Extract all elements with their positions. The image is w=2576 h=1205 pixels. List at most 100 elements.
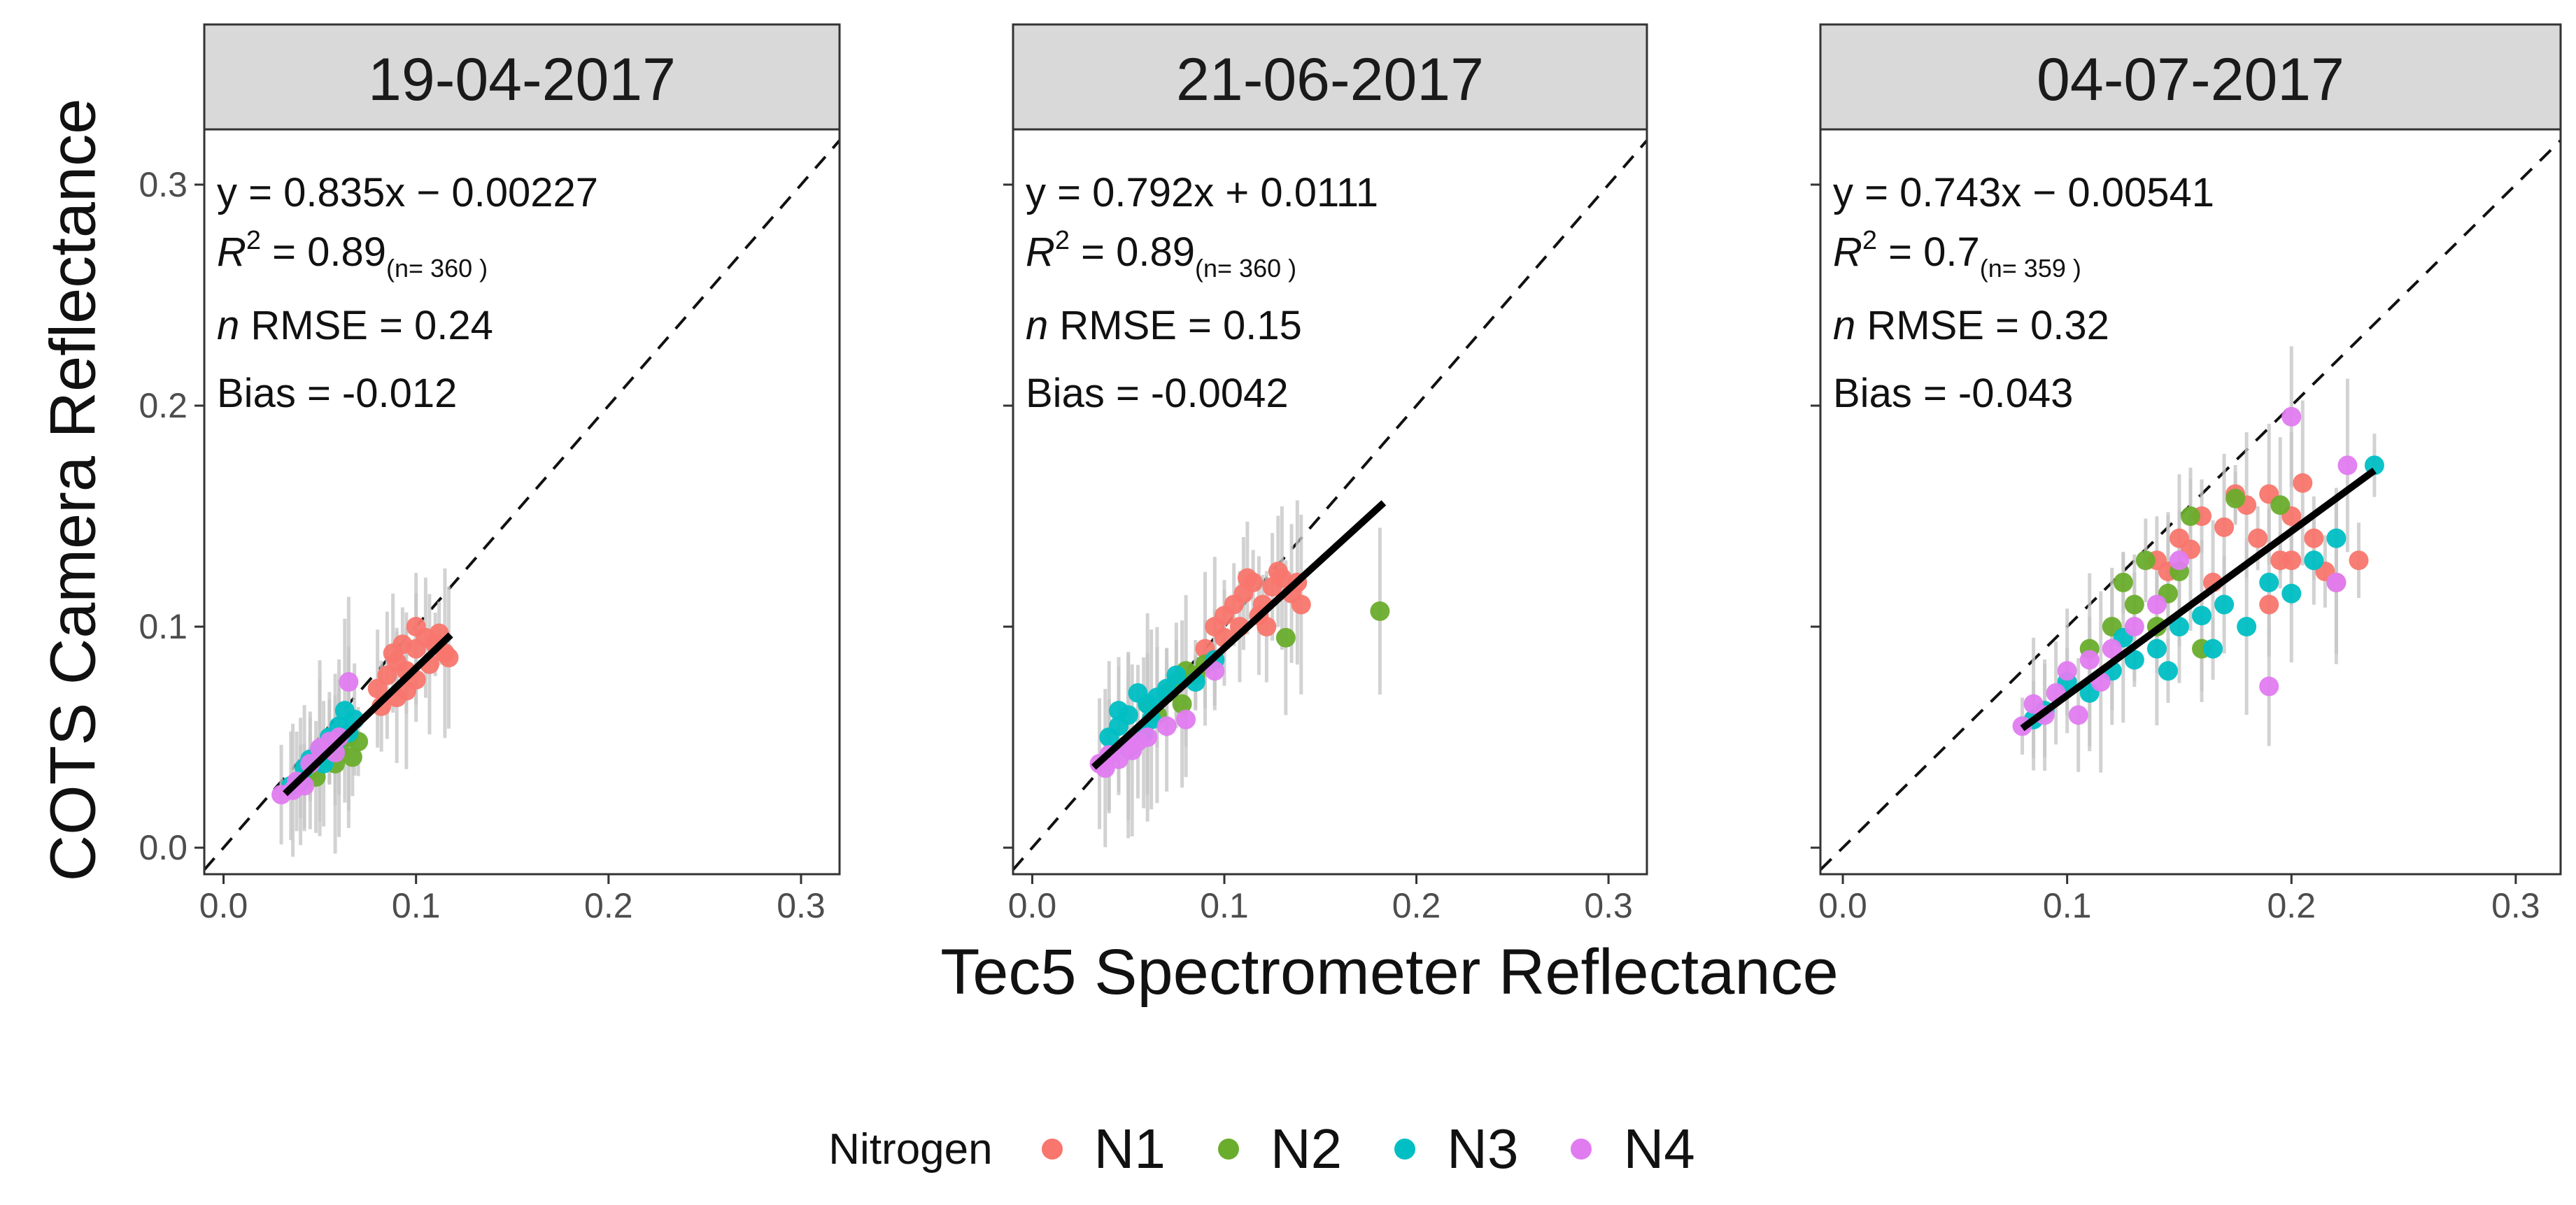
data-point-n4 bbox=[2281, 406, 2302, 427]
equation-label: y = 0.792x + 0.0111 bbox=[1026, 170, 1378, 215]
data-point-n3 bbox=[2169, 617, 2189, 637]
x-tick-label: 0.1 bbox=[2043, 886, 2092, 925]
data-point-n4 bbox=[1156, 716, 1177, 736]
data-point-n3 bbox=[1166, 665, 1187, 685]
equation-label: y = 0.743x − 0.00541 bbox=[1833, 170, 2214, 215]
x-tick-label: 0.3 bbox=[1584, 886, 1633, 925]
equation-label: y = 0.835x − 0.00227 bbox=[217, 170, 598, 215]
bias-label: Bias = -0.0042 bbox=[1026, 371, 1289, 416]
data-point-n4 bbox=[2326, 572, 2347, 592]
data-point-n4 bbox=[339, 672, 359, 692]
panel-title: 04-07-2017 bbox=[2037, 46, 2344, 113]
data-point-n4 bbox=[2169, 550, 2189, 571]
x-tick-label: 0.2 bbox=[2267, 886, 2316, 925]
data-point-n1 bbox=[2248, 528, 2268, 548]
data-point-n3 bbox=[2146, 639, 2167, 659]
legend-swatch-n2 bbox=[1217, 1139, 1239, 1160]
data-point-n1 bbox=[2214, 517, 2235, 537]
x-tick-label: 0.0 bbox=[1818, 886, 1867, 925]
data-point-n1 bbox=[2259, 594, 2279, 615]
r2-label: R2 = 0.7(n= 359 ) bbox=[1833, 226, 2081, 283]
data-point-n3 bbox=[2124, 650, 2144, 670]
nrmse-label: n RMSE = 0.24 bbox=[217, 303, 493, 348]
data-point-n2 bbox=[2124, 594, 2144, 615]
y-axis-title-text: COTS Camera Reflectance bbox=[37, 98, 109, 881]
data-point-n2 bbox=[2270, 495, 2291, 515]
data-point-n2 bbox=[2225, 488, 2246, 508]
data-point-n4 bbox=[1122, 741, 1142, 761]
panel-title: 19-04-2017 bbox=[368, 46, 676, 113]
data-point-n4 bbox=[2102, 639, 2122, 659]
legend-label-n1: N1 bbox=[1094, 1118, 1166, 1180]
data-point-n1 bbox=[406, 617, 426, 637]
regression-line bbox=[283, 632, 453, 797]
data-layer bbox=[204, 138, 840, 871]
regression-line bbox=[2020, 467, 2377, 732]
data-point-n4 bbox=[2259, 676, 2279, 697]
x-axis-title: Tec5 Spectrometer Reflectance bbox=[940, 936, 1839, 1008]
data-point-n2 bbox=[2135, 550, 2156, 571]
x-tick-label: 0.3 bbox=[2491, 886, 2540, 925]
data-point-n4 bbox=[2079, 650, 2100, 670]
x-tick-label: 0.1 bbox=[392, 886, 441, 925]
legend-item-n3: N3 bbox=[1394, 1117, 1518, 1181]
legend-item-n4: N4 bbox=[1571, 1117, 1695, 1181]
r2-label: R2 = 0.89(n= 360 ) bbox=[1026, 226, 1296, 283]
data-point-n4 bbox=[2124, 617, 2144, 637]
legend-label-n3: N3 bbox=[1447, 1118, 1519, 1180]
panel-2: 21-06-2017 0.0 0.1 0.2 0.3 y = 0.792x + 0.011… bbox=[1003, 23, 1648, 925]
regression-line bbox=[1091, 500, 1387, 770]
panel-title: 21-06-2017 bbox=[1176, 46, 1484, 113]
data-point-n4 bbox=[2337, 455, 2358, 476]
legend: Nitrogen N1 N2 N3 N4 bbox=[0, 1111, 2576, 1188]
x-tick-label: 0.0 bbox=[199, 886, 248, 925]
legend-item-n2: N2 bbox=[1217, 1117, 1342, 1181]
x-tick-label: 0.0 bbox=[1008, 886, 1057, 925]
panel-3: 04-07-2017 0.0 0.1 0.2 0.3 y = 0.743x − 0.005… bbox=[1811, 23, 2562, 925]
data-point-n1 bbox=[2349, 550, 2369, 571]
data-point-n1 bbox=[2293, 473, 2313, 493]
data-point-n3 bbox=[2304, 550, 2324, 571]
y-tick-label: 0.1 bbox=[139, 607, 187, 646]
panel-strip bbox=[203, 23, 841, 131]
data-layer bbox=[1013, 138, 1647, 871]
y-tick-label: 0.0 bbox=[139, 828, 187, 867]
panel-border bbox=[203, 128, 841, 876]
data-point-n1 bbox=[2281, 550, 2302, 571]
y-axis-title: COTS Camera Reflectance bbox=[38, 0, 109, 979]
panel-border bbox=[1819, 128, 2562, 876]
data-point-n3 bbox=[2158, 661, 2178, 681]
data-point-n4 bbox=[2146, 594, 2167, 615]
panel-1: 19-04-2017 0.0 0.1 0.2 0.3 0.0 0.1 0.2 0.3 y = 0.… bbox=[139, 23, 841, 925]
x-tick-label: 0.3 bbox=[777, 886, 826, 925]
panel-border bbox=[1012, 128, 1648, 876]
data-point-n3 bbox=[2237, 617, 2257, 637]
data-point-n4 bbox=[2057, 661, 2077, 681]
data-point-n1 bbox=[392, 634, 413, 655]
r2-label: R2 = 0.89(n= 360 ) bbox=[217, 226, 488, 283]
data-point-n4 bbox=[2068, 705, 2088, 725]
bias-label: Bias = -0.012 bbox=[217, 371, 457, 416]
data-point-n4 bbox=[1176, 709, 1196, 729]
data-point-n1 bbox=[1237, 568, 1257, 588]
data-point-n3 bbox=[2214, 594, 2235, 615]
y-tick-label: 0.3 bbox=[139, 165, 187, 204]
data-point-n3 bbox=[1109, 701, 1128, 721]
nrmse-label: n RMSE = 0.32 bbox=[1833, 303, 2109, 348]
data-point-n2 bbox=[1172, 694, 1192, 714]
nrmse-label: n RMSE = 0.15 bbox=[1026, 303, 1302, 348]
data-point-n3 bbox=[2259, 572, 2279, 592]
data-point-n2 bbox=[1275, 627, 1296, 648]
legend-item-n1: N1 bbox=[1041, 1117, 1166, 1181]
data-point-n3 bbox=[2326, 528, 2347, 548]
data-point-n2 bbox=[2181, 506, 2200, 527]
legend-swatch-n1 bbox=[1041, 1139, 1063, 1160]
x-tick-label: 0.1 bbox=[1200, 886, 1249, 925]
data-point-n1 bbox=[439, 648, 459, 668]
panel-strip bbox=[1012, 23, 1648, 131]
y-tick-label: 0.2 bbox=[139, 386, 187, 425]
data-point-n2 bbox=[2113, 572, 2133, 592]
bias-label: Bias = -0.043 bbox=[1833, 371, 2073, 416]
